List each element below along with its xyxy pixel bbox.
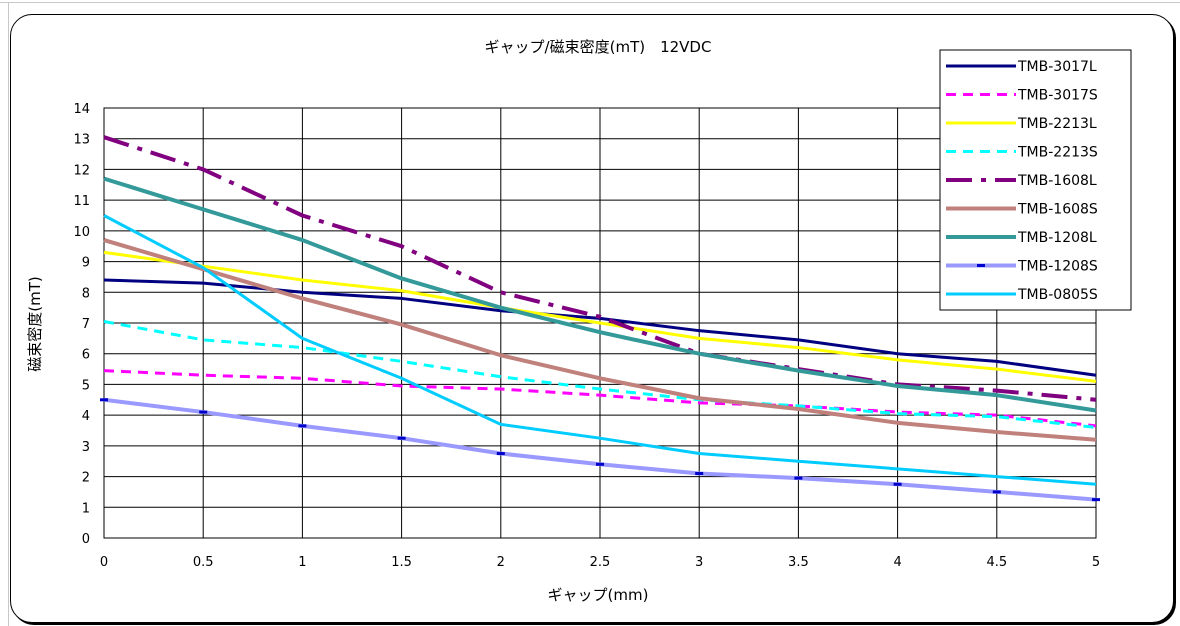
series-line-tmb-1608l	[103, 135, 1097, 402]
x-tick-label: 5	[1092, 555, 1100, 570]
series-marker-tmb-1208s	[298, 424, 307, 428]
y-tick-label: 1	[82, 501, 90, 516]
x-tick-labels: 0 0.5 1 1.5 2 2.5 3 3.5 4 4.5 5	[100, 555, 1100, 570]
x-tick-label: 4	[893, 555, 901, 570]
series-line-tmb-1608s	[103, 238, 1097, 442]
legend: TMB-3017L TMB-3017S TMB-2213L TMB-2213S TMB-…	[939, 49, 1132, 311]
x-tick-label: 1.5	[391, 555, 412, 570]
y-tick-label: 11	[73, 194, 90, 209]
x-tick-label: 2.5	[590, 555, 611, 570]
y-tick-label: 7	[82, 317, 90, 332]
legend-label-tmb-3017l: TMB-3017L	[1017, 59, 1097, 75]
x-tick-label: 4.5	[986, 555, 1007, 570]
series-marker-tmb-1208s	[1092, 498, 1100, 502]
series-marker-tmb-1208s	[992, 490, 1001, 494]
y-tick-label: 9	[82, 256, 90, 271]
y-axis-label: 磁束密度(mT)	[26, 276, 44, 371]
y-tick-label: 2	[82, 471, 90, 486]
y-tick-label: 14	[73, 102, 90, 117]
x-tick-label: 3	[695, 555, 703, 570]
x-tick-label: 0	[100, 555, 108, 570]
y-tick-label: 13	[73, 133, 90, 148]
series-line-tmb-2213s	[103, 319, 1097, 429]
y-tick-label: 10	[73, 225, 90, 240]
series-marker-tmb-1208s	[199, 410, 208, 414]
x-tick-label: 3.5	[788, 555, 809, 570]
series-marker-tmb-1208s	[100, 398, 108, 402]
series-layer	[100, 135, 1100, 502]
x-tick-label: 0.5	[193, 555, 214, 570]
page-top-rule	[0, 2, 1180, 3]
series-marker-tmb-1208s	[496, 452, 505, 456]
legend-marker-tmb-1208s	[977, 264, 985, 267]
legend-label-tmb-1608l: TMB-1608L	[1017, 173, 1097, 189]
series-line-tmb-2213l	[103, 250, 1097, 383]
series-marker-tmb-1208s	[794, 476, 803, 480]
y-tick-label: 12	[73, 163, 90, 178]
legend-label-tmb-1208l: TMB-1208L	[1017, 230, 1097, 246]
legend-label-tmb-3017s: TMB-3017S	[1017, 88, 1098, 104]
legend-label-tmb-0805s: TMB-0805S	[1017, 287, 1098, 303]
legend-label-tmb-2213l: TMB-2213L	[1017, 116, 1097, 132]
series-marker-tmb-1208s	[596, 462, 604, 466]
y-tick-label: 3	[82, 440, 90, 455]
x-tick-label: 2	[497, 555, 505, 570]
series-marker-tmb-1208s	[397, 436, 406, 440]
legend-label-tmb-2213s: TMB-2213S	[1017, 145, 1098, 161]
x-tick-label: 1	[298, 555, 306, 570]
series-marker-tmb-1208s	[893, 482, 902, 486]
x-axis-label: ギャップ(mm)	[548, 586, 649, 604]
series-line-tmb-0805s	[103, 214, 1097, 486]
y-tick-label: 5	[82, 378, 90, 393]
y-tick-label: 8	[82, 286, 90, 301]
y-tick-label: 4	[82, 409, 90, 424]
page-left-rule	[8, 2, 9, 626]
y-tick-label: 6	[82, 348, 90, 363]
series-line-tmb-3017s	[103, 369, 1097, 428]
series-line-tmb-1208l	[103, 176, 1097, 413]
series-marker-tmb-1208s	[695, 472, 704, 475]
y-tick-label: 0	[82, 532, 90, 547]
legend-label-tmb-1608s: TMB-1608S	[1017, 202, 1098, 218]
chart-title: ギャップ/磁束密度(mT) 12VDC	[485, 38, 712, 56]
legend-items: TMB-3017L TMB-3017S TMB-2213L TMB-2213S TMB-…	[946, 59, 1098, 303]
legend-label-tmb-1208s: TMB-1208S	[1017, 259, 1098, 275]
